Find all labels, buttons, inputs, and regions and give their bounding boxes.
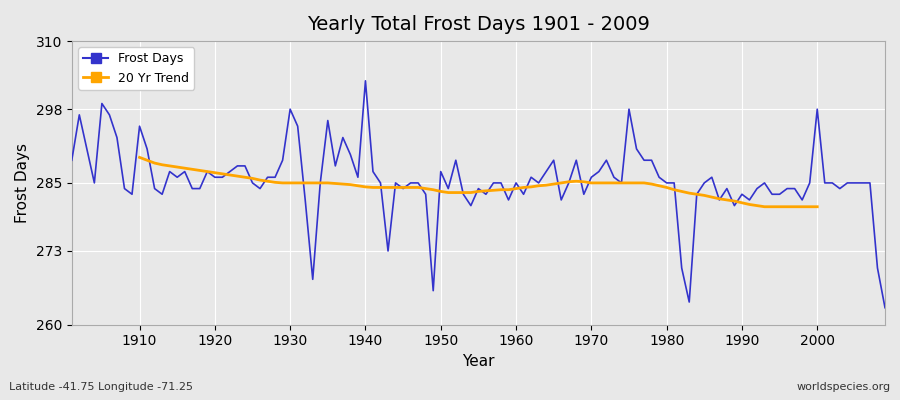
Title: Yearly Total Frost Days 1901 - 2009: Yearly Total Frost Days 1901 - 2009 — [307, 15, 650, 34]
Y-axis label: Frost Days: Frost Days — [15, 143, 30, 223]
X-axis label: Year: Year — [462, 354, 495, 369]
Text: Latitude -41.75 Longitude -71.25: Latitude -41.75 Longitude -71.25 — [9, 382, 193, 392]
Legend: Frost Days, 20 Yr Trend: Frost Days, 20 Yr Trend — [78, 47, 194, 90]
Text: worldspecies.org: worldspecies.org — [796, 382, 891, 392]
